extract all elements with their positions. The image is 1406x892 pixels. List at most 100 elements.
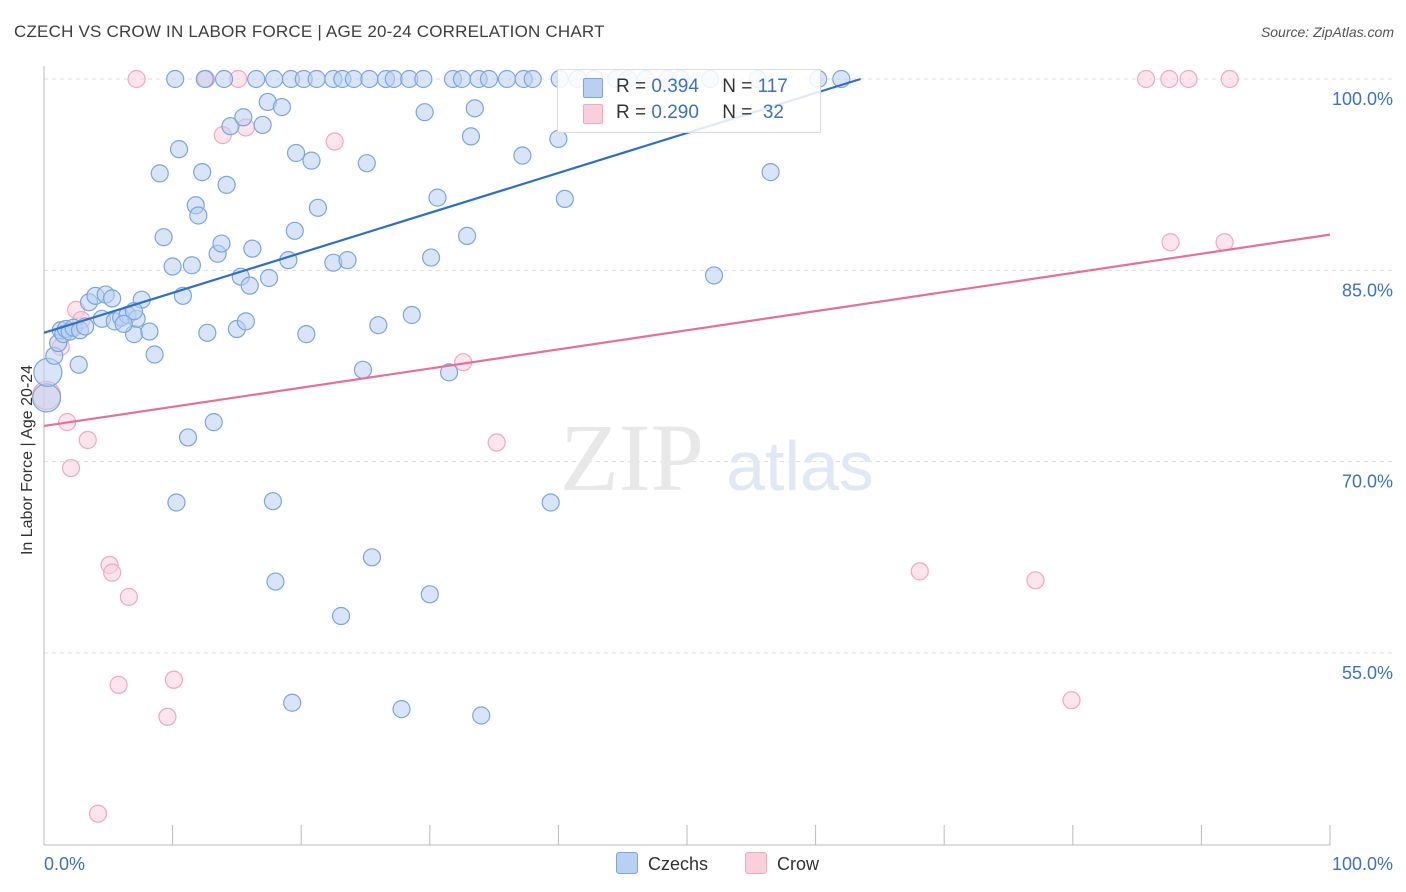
czechs-r-label: R = (616, 76, 652, 97)
czech-point (402, 305, 421, 325)
czech-point (198, 323, 217, 342)
czech-point (344, 69, 364, 89)
gridlines (44, 78, 1394, 654)
legend-czechs-label: Czechs (648, 854, 709, 874)
legend-crow-swatch (745, 852, 767, 874)
czech-point (178, 428, 198, 447)
crow-point (158, 707, 177, 726)
crow-point (1179, 69, 1198, 89)
legend-czechs-swatch (616, 852, 638, 874)
czech-points (31, 69, 851, 725)
czech-point (272, 97, 292, 117)
czech-point (555, 189, 574, 209)
czech-point (369, 316, 388, 335)
czech-point (154, 228, 173, 247)
czech-point (549, 129, 568, 149)
czech-point (479, 69, 499, 89)
crow-n-value: 32 (757, 102, 784, 123)
czech-point (523, 69, 542, 89)
czech-point (69, 355, 88, 374)
czech-point (243, 239, 262, 258)
czech-point (421, 248, 441, 267)
y-tick-label: 85.0% (1342, 280, 1393, 300)
x-tick-label-left: 0.0% (44, 854, 85, 874)
czech-point (182, 256, 201, 275)
crow-point (78, 430, 97, 450)
crow-point (1137, 69, 1156, 89)
crow-r-label: R = (616, 102, 652, 123)
czech-point (145, 345, 164, 364)
crow-point (325, 132, 344, 151)
czech-point (415, 103, 434, 122)
czech-point (221, 117, 240, 136)
czech-point (428, 188, 447, 207)
czech-point (465, 99, 484, 118)
czech-point (204, 413, 223, 432)
czech-point (263, 492, 283, 511)
czech-point (247, 69, 266, 89)
y-axis-label: In Labor Force | Age 20-24 (19, 364, 36, 556)
y-tick-label: 100.0% (1332, 89, 1393, 109)
crow-n-label: N = (722, 102, 758, 123)
legend-item-czechs[interactable]: Czechs (616, 852, 708, 876)
y-tick-label: 70.0% (1342, 472, 1393, 492)
czechs-swatch (583, 78, 603, 98)
legend-item-crow[interactable]: Crow (745, 852, 819, 876)
crow-swatch (583, 104, 603, 124)
czech-point (362, 548, 382, 567)
czech-point (212, 234, 231, 253)
czech-point (193, 163, 212, 182)
czech-point (214, 69, 234, 89)
crow-point (910, 562, 929, 581)
czech-point (253, 115, 272, 135)
czech-point (297, 325, 316, 344)
crow-point (1215, 233, 1234, 252)
crow-point (127, 69, 146, 89)
czech-point (266, 572, 285, 591)
czech-point (195, 69, 214, 89)
czech-point (414, 69, 433, 89)
czech-point (704, 266, 724, 285)
crow-point (1161, 233, 1180, 252)
czech-point (189, 206, 208, 225)
czech-point (353, 360, 373, 379)
czech-point (761, 163, 780, 182)
axes (43, 66, 1331, 846)
czech-point (285, 221, 304, 240)
stats-row-crow: R = 0.290 N = 32 (583, 102, 784, 126)
czech-point (307, 69, 326, 89)
czech-point (217, 175, 236, 194)
chart-title: CZECH VS CROW IN LABOR FORCE | AGE 20-24… (14, 22, 605, 41)
crow-point (1062, 691, 1081, 710)
czech-point (286, 143, 306, 163)
legend-crow-label: Crow (777, 854, 820, 874)
czech-point (308, 198, 328, 217)
czech-point (457, 226, 477, 245)
czech-point (302, 151, 321, 170)
czech-point (163, 257, 182, 276)
czech-point (259, 268, 279, 288)
chart-source: Source: ZipAtlas.com (1260, 24, 1394, 40)
tick-labels: 55.0% 70.0% 85.0% 100.0% 0.0% 100.0% (44, 89, 1393, 874)
czech-point (169, 140, 189, 159)
crow-point (109, 675, 128, 694)
crow-point (1160, 69, 1179, 89)
czechs-n-label: N = (722, 76, 758, 97)
stats-legend: R = 0.394 N = 117 R = 0.290 N = 32 (557, 69, 821, 133)
czech-point (357, 154, 376, 173)
crow-point (119, 587, 138, 606)
czech-point (114, 314, 133, 334)
x-tick-label-right: 100.0% (1332, 854, 1393, 874)
czechs-n-value: 117 (757, 76, 788, 97)
czech-point (513, 146, 532, 165)
crow-point (164, 670, 183, 689)
czech-point (461, 127, 481, 146)
czech-point (439, 363, 459, 382)
stats-row-czechs: R = 0.394 N = 117 (583, 76, 788, 100)
czech-point (420, 585, 439, 604)
crow-point (88, 804, 108, 823)
crow-point (103, 563, 122, 582)
czech-point (234, 108, 253, 127)
czech-point (166, 69, 185, 89)
czech-point (452, 69, 472, 89)
